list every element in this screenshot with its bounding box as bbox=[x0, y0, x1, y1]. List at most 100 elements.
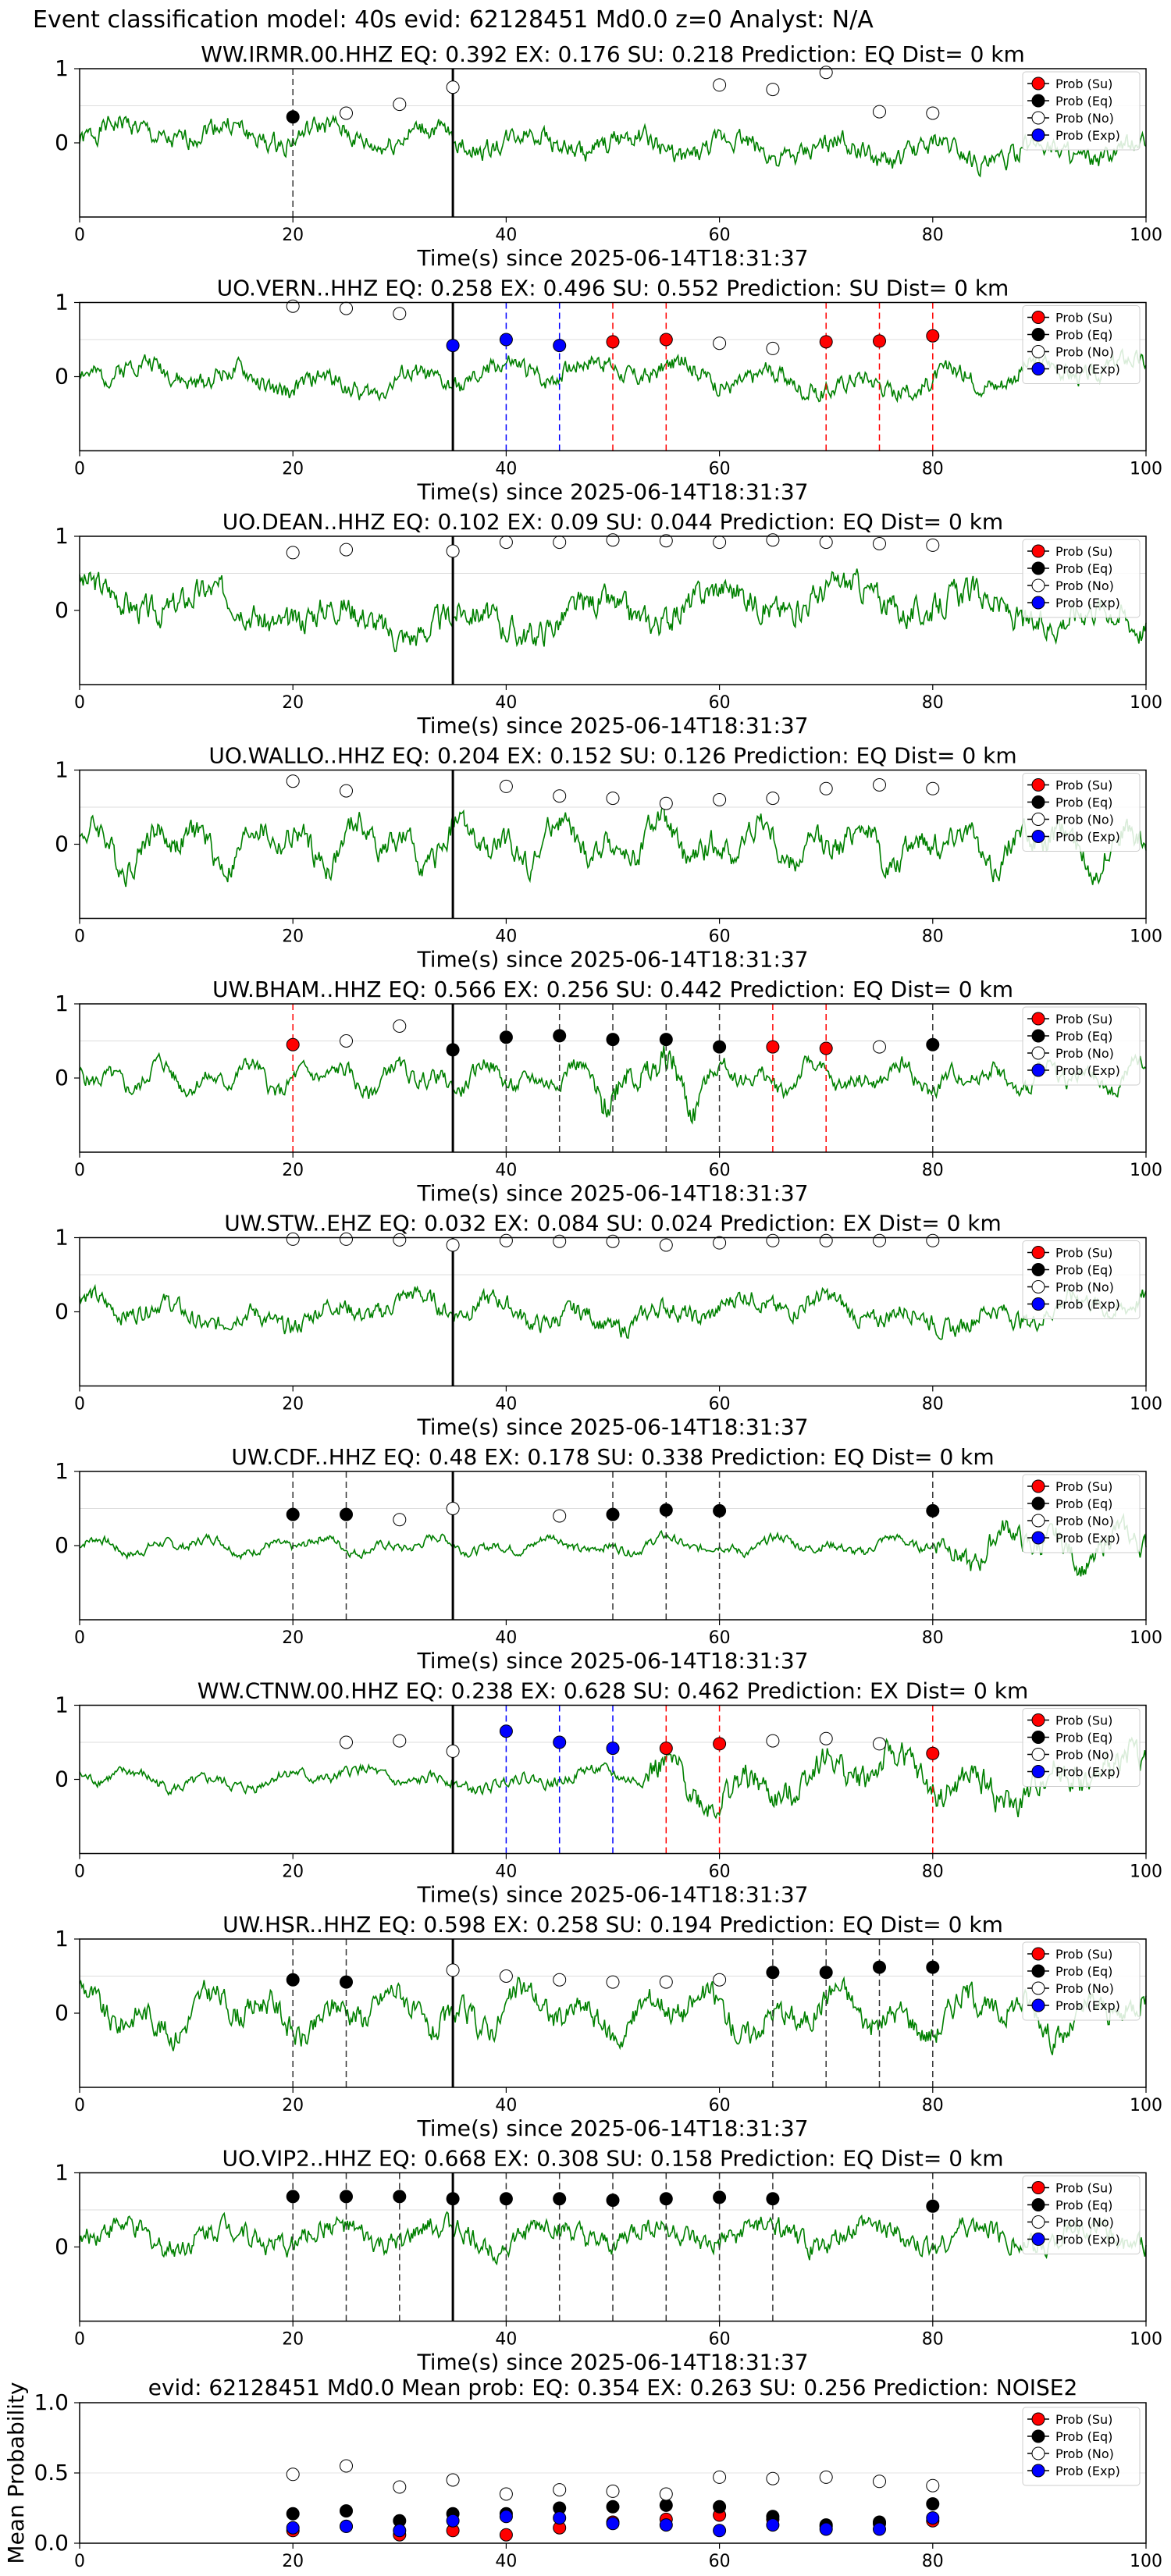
x-tick-label: 100 bbox=[1130, 1161, 1162, 1180]
legend-marker-exp bbox=[1031, 1531, 1045, 1545]
prob-marker-no bbox=[606, 1975, 620, 1989]
plot-frame bbox=[79, 68, 1147, 218]
prob-marker-no bbox=[499, 535, 513, 550]
legend-marker-no bbox=[1031, 1280, 1045, 1293]
x-tick-label: 20 bbox=[282, 460, 304, 479]
legend-label-exp: Prob (Exp) bbox=[1055, 1765, 1120, 1780]
x-axis-label: Time(s) since 2025-06-14T18:31:37 bbox=[416, 713, 808, 738]
legend-marker-eq bbox=[1031, 94, 1045, 108]
waveform-line bbox=[79, 1976, 1147, 2055]
prob-marker-eq bbox=[659, 1503, 673, 1517]
legend-marker-su bbox=[1031, 2181, 1045, 2194]
chart-panel-3: UO.WALLO..HHZ EQ: 0.204 EX: 0.152 SU: 0.… bbox=[55, 743, 1162, 973]
legend-label-eq: Prob (Eq) bbox=[1055, 795, 1112, 810]
legend-label-su: Prob (Su) bbox=[1055, 544, 1112, 559]
prob-marker-no bbox=[873, 105, 886, 119]
x-tick-label: 20 bbox=[282, 1628, 304, 1648]
legend-marker-exp bbox=[1031, 596, 1045, 610]
legend-box bbox=[1022, 1474, 1141, 1553]
prob-marker-no bbox=[659, 1238, 673, 1252]
x-tick-label: 0 bbox=[74, 2330, 85, 2350]
prob-marker-no bbox=[393, 1513, 407, 1527]
waveform-line bbox=[79, 1045, 1147, 1125]
legend-box bbox=[1022, 2407, 1141, 2486]
mean-prob-point-exp bbox=[393, 2524, 407, 2538]
legend-marker-eq bbox=[1031, 328, 1045, 341]
x-tick-label: 40 bbox=[495, 1628, 517, 1648]
x-tick-label: 100 bbox=[1130, 927, 1162, 947]
legend-label-eq: Prob (Eq) bbox=[1055, 2429, 1112, 2444]
prob-marker-no bbox=[926, 1233, 940, 1247]
panel-title: evid: 62128451 Md0.0 Mean prob: EQ: 0.35… bbox=[148, 2375, 1078, 2400]
prob-marker-eq bbox=[553, 1029, 567, 1043]
mean-prob-point-no bbox=[819, 2470, 833, 2484]
prob-marker-no bbox=[340, 543, 353, 557]
prob-marker-eq bbox=[606, 1033, 620, 1047]
x-tick-label: 40 bbox=[495, 693, 517, 713]
x-tick-label: 100 bbox=[1130, 2330, 1162, 2350]
x-tick-label: 40 bbox=[495, 2330, 517, 2350]
prob-marker-no bbox=[873, 1233, 886, 1247]
x-tick-label: 80 bbox=[922, 1863, 944, 1882]
x-tick-label: 20 bbox=[282, 1161, 304, 1180]
prob-marker-su bbox=[659, 1742, 673, 1756]
mean-prob-point-exp bbox=[499, 2510, 513, 2524]
legend-label-eq: Prob (Eq) bbox=[1055, 1263, 1112, 1278]
prob-marker-no bbox=[446, 1963, 460, 1977]
prob-marker-su bbox=[873, 334, 886, 348]
legend-marker-eq bbox=[1031, 2429, 1045, 2443]
mean-prob-point-exp bbox=[553, 2511, 567, 2525]
x-tick-label: 0 bbox=[74, 1161, 85, 1180]
prob-marker-no bbox=[713, 1236, 727, 1250]
y-tick-label: 1.0 bbox=[34, 2389, 69, 2415]
mean-prob-point-eq bbox=[659, 2498, 673, 2512]
x-tick-label: 60 bbox=[709, 1863, 731, 1882]
legend-marker-eq bbox=[1031, 2198, 1045, 2211]
legend-label-exp: Prob (Exp) bbox=[1055, 1998, 1120, 2013]
panel-title: UO.DEAN..HHZ EQ: 0.102 EX: 0.09 SU: 0.04… bbox=[222, 509, 1003, 535]
x-axis-label: Time(s) since 2025-06-14T18:31:37 bbox=[416, 479, 808, 505]
prob-marker-eq bbox=[499, 2192, 513, 2206]
panel-title: UW.HSR..HHZ EQ: 0.598 EX: 0.258 SU: 0.19… bbox=[222, 1912, 1003, 1937]
x-axis-label: Time(s) since 2025-06-14T18:31:37 bbox=[416, 1648, 808, 1674]
legend-label-su: Prob (Su) bbox=[1055, 2412, 1112, 2427]
plot-frame bbox=[79, 2402, 1147, 2544]
legend-marker-eq bbox=[1031, 795, 1045, 809]
y-tick-label: 0 bbox=[55, 1767, 69, 1792]
mean-prob-point-no bbox=[499, 2487, 513, 2501]
x-tick-label: 80 bbox=[922, 693, 944, 713]
legend-label-no: Prob (No) bbox=[1055, 1981, 1114, 1996]
prob-marker-no bbox=[766, 792, 780, 806]
prob-marker-eq bbox=[659, 2192, 673, 2206]
prob-marker-no bbox=[553, 1509, 567, 1523]
prob-marker-su bbox=[926, 329, 940, 343]
prob-marker-eq bbox=[926, 1503, 940, 1517]
prob-marker-eq bbox=[340, 1975, 353, 1989]
prob-marker-no bbox=[340, 1034, 353, 1048]
panel-title: UW.CDF..HHZ EQ: 0.48 EX: 0.178 SU: 0.338… bbox=[231, 1444, 994, 1470]
legend-label-eq: Prob (Eq) bbox=[1055, 328, 1112, 343]
legend-label-eq: Prob (Eq) bbox=[1055, 94, 1112, 109]
legend-label-eq: Prob (Eq) bbox=[1055, 1964, 1112, 1979]
x-tick-label: 60 bbox=[709, 927, 731, 947]
mean-prob-point-no bbox=[926, 2478, 940, 2492]
y-tick-label: 1 bbox=[55, 1926, 69, 1952]
panel-title: UW.BHAM..HHZ EQ: 0.566 EX: 0.256 SU: 0.4… bbox=[212, 977, 1013, 1002]
prob-marker-exp bbox=[606, 1742, 620, 1756]
plot-frame bbox=[79, 1938, 1147, 2088]
prob-marker-no bbox=[286, 1232, 300, 1246]
prob-marker-no bbox=[766, 341, 780, 355]
chart-panel-1: UO.VERN..HHZ EQ: 0.258 EX: 0.496 SU: 0.5… bbox=[55, 276, 1162, 505]
prob-marker-eq bbox=[606, 2194, 620, 2208]
prob-marker-eq bbox=[926, 2199, 940, 2213]
prob-marker-no bbox=[713, 336, 727, 350]
prob-marker-eq bbox=[766, 2192, 780, 2206]
panel-title: UO.VIP2..HHZ EQ: 0.668 EX: 0.308 SU: 0.1… bbox=[222, 2146, 1004, 2172]
legend-label-eq: Prob (Eq) bbox=[1055, 1029, 1112, 1044]
prob-marker-exp bbox=[446, 339, 460, 353]
legend-marker-no bbox=[1031, 578, 1045, 592]
prob-marker-no bbox=[446, 1238, 460, 1252]
x-axis-label: Time(s) since 2025-06-14T18:31:37 bbox=[416, 2115, 808, 2141]
chart-panel-8: UW.HSR..HHZ EQ: 0.598 EX: 0.258 SU: 0.19… bbox=[55, 1912, 1162, 2141]
prob-marker-no bbox=[713, 78, 727, 92]
